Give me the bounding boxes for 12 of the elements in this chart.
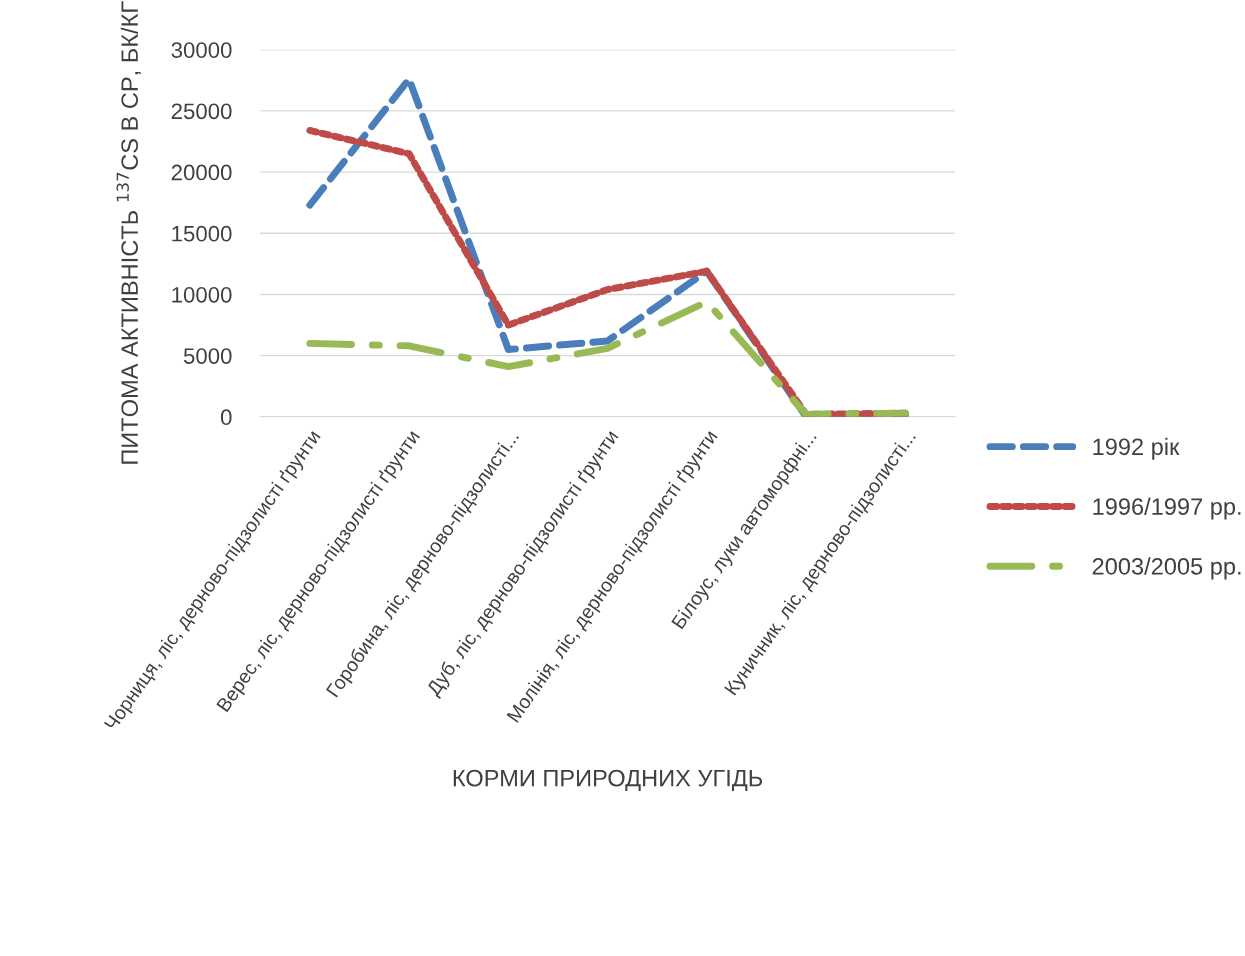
y-tick-label: 15000 [172,225,232,242]
y-tick-label: 25000 [171,103,232,120]
legend-label: 1992 рік [1093,437,1180,460]
y-tick-label: 30000 [171,42,232,58]
legend-label: 1996/1997 рр. [1093,497,1241,520]
y-tick-label: 0 [220,409,232,426]
legend-label: 2003/2005 рр. [1092,557,1241,580]
y-tick-label: 10000 [172,286,232,303]
y-tick-label: 20000 [171,164,232,181]
y-axis-title: ПИТОМА АКТИВНІСТЬ $^{137}$CS В СР, БК/КГ [116,1,141,464]
y-tick-label: 5000 [183,348,232,364]
x-axis-title: КОРМИ ПРИРОДНИХ УГІДЬ [453,769,763,791]
